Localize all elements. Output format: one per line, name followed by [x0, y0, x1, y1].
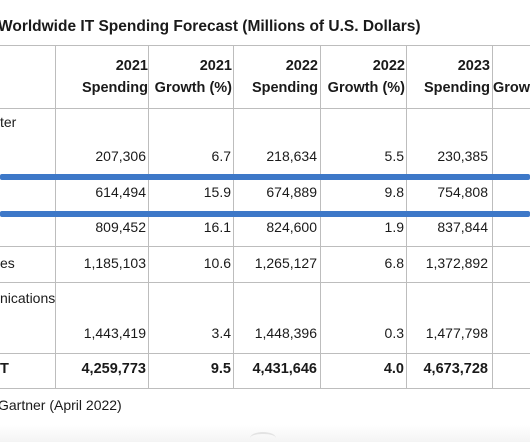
table-cell: 9.8 — [384, 184, 404, 200]
table-cell: 10.6 — [203, 255, 231, 271]
table-cell: 1,448,396 — [254, 325, 317, 341]
table-cell: 6.7 — [211, 148, 231, 164]
table-cell: 1,477,798 — [425, 325, 488, 341]
table-title: Worldwide IT Spending Forecast (Millions… — [0, 18, 421, 35]
row-label: es — [0, 255, 15, 271]
table-cell: 614,494 — [95, 184, 146, 200]
row-label-total: T — [0, 361, 9, 377]
watermark-arc — [250, 432, 276, 444]
table-cell: 0.3 — [384, 325, 404, 341]
highlight-bar-bottom — [0, 211, 530, 217]
table-cell-total: 4,259,773 — [81, 361, 146, 377]
table-cell: 6.8 — [384, 255, 404, 271]
col-header-year: 2021 — [199, 58, 232, 74]
col-header-label: Spending — [251, 80, 318, 96]
col-header-label: Spending — [81, 80, 148, 96]
table-cell-total: 4,431,646 — [252, 361, 317, 377]
col-header-year: 2021 — [115, 58, 148, 74]
highlight-bar-top — [0, 174, 530, 180]
table-cell: 674,889 — [266, 184, 317, 200]
row-label: nications — [0, 290, 56, 306]
table-cell: 1,443,419 — [83, 325, 146, 341]
table-cell: 207,306 — [95, 148, 146, 164]
table-cell: 809,452 — [95, 219, 146, 235]
table-cell: 16.1 — [203, 219, 231, 235]
header-divider — [0, 108, 530, 109]
table-cell: 1,265,127 — [254, 255, 317, 271]
col-header-year: 2023 — [457, 58, 490, 74]
table-cell: 230,385 — [437, 148, 488, 164]
table-cell: 5.5 — [384, 148, 404, 164]
row-label: ter — [0, 114, 17, 130]
table-cell: 754,808 — [437, 184, 488, 200]
col-header-label: Growth (%) — [154, 80, 232, 96]
table-cell: 3.4 — [211, 325, 231, 341]
table-bottom-border — [0, 388, 530, 389]
table-cell-total: 4.0 — [383, 361, 404, 377]
col-header-year: 2022 — [285, 58, 318, 74]
table-cell: 1.9 — [384, 219, 404, 235]
table-cell-total: 4,673,728 — [423, 361, 488, 377]
table-cell: 1,185,103 — [83, 255, 146, 271]
table-cell-total: 9.5 — [210, 361, 231, 377]
table-cell: 837,844 — [437, 219, 488, 235]
table-cell: 824,600 — [266, 219, 317, 235]
table-cell: 1,372,892 — [425, 255, 488, 271]
col-header-label: Growth (%) — [327, 80, 405, 96]
source-note: Gartner (April 2022) — [0, 397, 122, 413]
table-top-border — [0, 45, 530, 46]
col-header-year: 2022 — [372, 58, 405, 74]
row-divider — [0, 282, 530, 283]
table-cell: 15.9 — [203, 184, 231, 200]
table-cell: 218,634 — [266, 148, 317, 164]
col-header-label: Grow — [493, 80, 530, 96]
row-divider — [0, 246, 530, 247]
col-header-label: Spending — [423, 80, 490, 96]
row-divider — [0, 353, 530, 354]
